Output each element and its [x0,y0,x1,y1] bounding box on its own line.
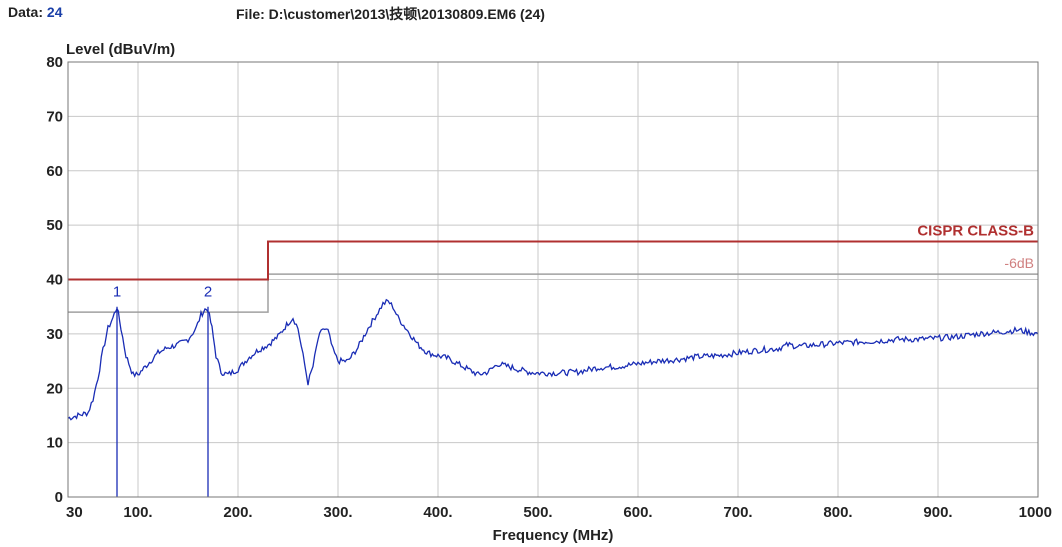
x-tick-label: 200. [223,504,252,521]
y-tick-label: 70 [46,108,63,125]
y-tick-label: 10 [46,435,63,452]
y-tick-label: 20 [46,380,63,397]
x-tick-label: 100. [123,504,152,521]
y-tick-label: 0 [55,489,63,506]
x-tick-label: 800. [823,504,852,521]
file-count: (24) [520,6,545,22]
x-tick-label: 700. [723,504,752,521]
file-path: D:\customer\2013\技顿\20130809.EM6 [268,6,517,22]
margin-line [68,273,1038,313]
y-tick-label: 60 [46,163,63,180]
file-label: File: [236,6,265,22]
data-label: Data: [8,4,44,20]
margin-line-label: -6dB [1004,255,1034,271]
measurement-trace [67,298,1039,421]
y-axis-label: Level (dBuV/m) [66,41,175,58]
grid [68,62,1038,497]
x-tick-label: 300. [323,504,352,521]
x-axis-label: Frequency (MHz) [493,527,614,544]
data-value: 24 [46,4,63,20]
y-tick-label: 50 [46,217,63,234]
file-info: File: D:\customer\2013\技顿\20130809.EM6 (… [236,4,545,24]
y-tick-label: 80 [46,54,63,71]
x-tick-label: 900. [923,504,952,521]
chart-lines: CISPR CLASS-B -6dB 1 2 [67,222,1039,497]
x-tick-label: 500. [523,504,552,521]
y-tick-label: 40 [46,272,63,289]
plot-frame [67,61,1039,498]
y-tick-label: 30 [46,326,63,343]
peak-marker-label: 2 [204,284,212,301]
x-tick-label: 1000 [1019,504,1052,521]
x-tick-label: 600. [623,504,652,521]
x-tick-label: 30 [66,504,83,521]
peak-marker-label: 1 [113,284,121,301]
limit-line-label: CISPR CLASS-B [917,222,1034,239]
limit-line [68,240,1038,281]
x-tick-label: 400. [423,504,452,521]
tick-labels: 0 10 20 30 40 50 60 70 80 30 100. 200. 300. 400. 500. 6… [46,54,1052,521]
data-indicator: Data: 24 [8,4,62,20]
